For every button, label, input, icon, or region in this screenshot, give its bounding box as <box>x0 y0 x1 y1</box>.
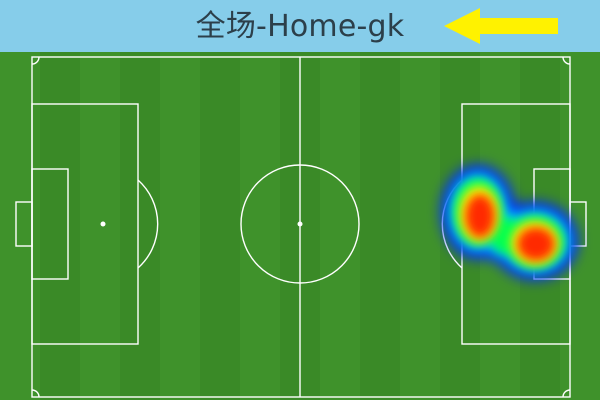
left-goal <box>15 201 33 247</box>
corner-arc <box>31 389 40 398</box>
center-spot <box>297 221 303 227</box>
arrow-left-icon <box>444 8 558 44</box>
corner-arc <box>562 389 571 398</box>
corner-arc <box>31 56 40 65</box>
page-title: 全场-Home-gk <box>195 9 405 44</box>
football-pitch <box>0 52 600 400</box>
pitch-lines <box>15 56 587 398</box>
left-penalty-spot <box>100 221 106 227</box>
left-penalty-arc <box>137 179 159 269</box>
corner-arc <box>562 56 571 65</box>
heatmap-blob <box>442 166 577 279</box>
center-circle <box>240 164 360 284</box>
